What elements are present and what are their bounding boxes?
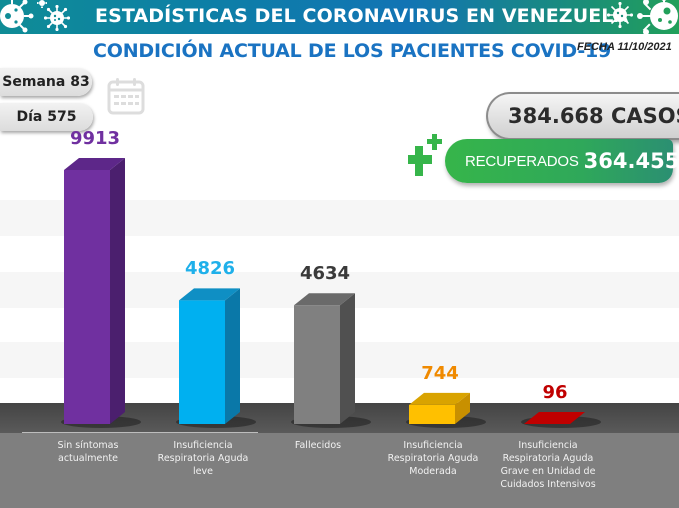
- value-label: 9913: [69, 128, 121, 149]
- recovered-badge: RECUPERADOS 364.455: [445, 139, 679, 183]
- category-label: Insuficiencia Respiratoria Aguda leve: [157, 440, 249, 477]
- virus-icon: [37, 0, 47, 8]
- bar-top: [64, 158, 125, 170]
- bar: [294, 305, 340, 424]
- bar-top: [294, 293, 355, 306]
- axis-line: [22, 432, 258, 433]
- recovered-value: 364.455: [583, 149, 679, 173]
- day-badge: Día 575: [0, 103, 93, 131]
- report-date: FECHA 11/10/2021: [577, 41, 672, 53]
- category-label: Insuficiencia Respiratoria Aguda Grave e…: [500, 440, 596, 490]
- value-label: 4826: [184, 258, 236, 280]
- category-label: Insuficiencia Respiratoria Aguda Moderad…: [387, 440, 479, 477]
- total-cases-badge: 384.668 CASOS: [486, 92, 679, 140]
- bar: [64, 170, 110, 424]
- value-label: 744: [421, 362, 459, 384]
- virus-icon: [607, 2, 633, 28]
- value-label: 96: [542, 382, 568, 403]
- bar-top: [409, 392, 470, 405]
- bar-side: [340, 293, 355, 424]
- header-banner: ESTADÍSTICAS DEL CORONAVIRUS EN VENEZUEL…: [0, 0, 679, 35]
- bar: [179, 300, 225, 424]
- virus-icon: [0, 0, 34, 33]
- bar-top: [179, 288, 240, 301]
- bar: [409, 404, 455, 424]
- recovered-label: RECUPERADOS: [465, 152, 579, 170]
- category-label: Fallecidos: [294, 440, 342, 451]
- value-label: 4634: [299, 263, 351, 285]
- banner-title: ESTADÍSTICAS DEL CORONAVIRUS EN VENEZUEL…: [95, 5, 629, 27]
- chart-title: CONDICIÓN ACTUAL DE LOS PACIENTES COVID-…: [93, 40, 612, 62]
- bar-side: [455, 392, 470, 424]
- virus-icon: [637, 0, 678, 35]
- bar: [524, 412, 585, 424]
- plus-icon: [408, 134, 442, 176]
- bar-side: [110, 158, 125, 424]
- category-label: Sin síntomas actualmente: [57, 440, 119, 464]
- virus-icon: [44, 5, 70, 31]
- calendar-icon: [107, 78, 145, 115]
- week-badge: Semana 83: [0, 68, 92, 96]
- bar-side: [225, 288, 240, 424]
